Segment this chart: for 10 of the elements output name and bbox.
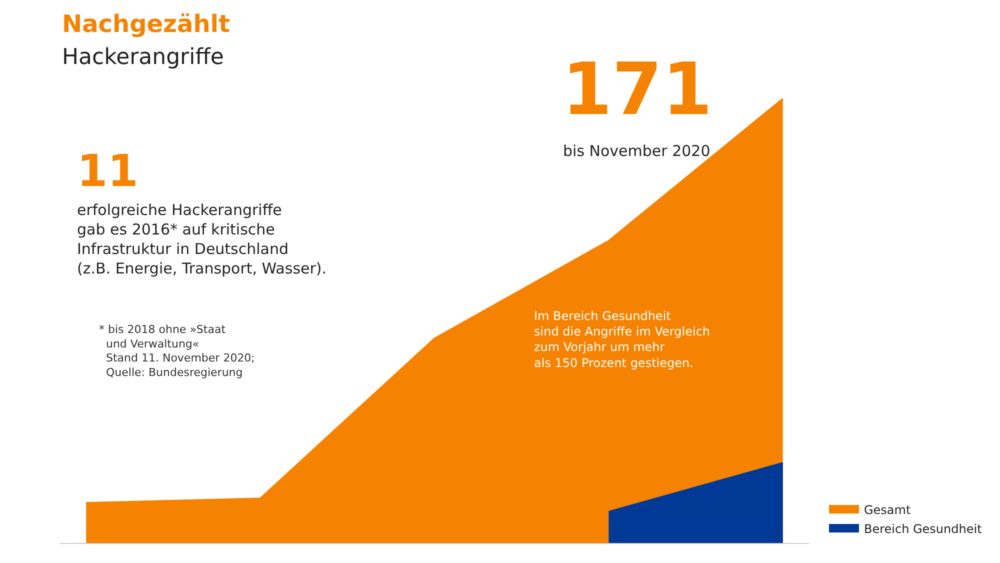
chart-title: Nachgezählt bbox=[62, 10, 230, 38]
annotation: Im Bereich Gesundheit sind die Angriffe im Vergleich zum Vorjahr um mehr als 150 Prozent gestiegen. bbox=[534, 309, 710, 370]
annotation: * bis 2018 ohne »Staat und Verwaltung« Stand 11. November 2020; Quelle: Bundesregierung bbox=[99, 323, 255, 379]
legend-label: Bereich Gesundheit bbox=[864, 522, 982, 536]
annotation: 171 bbox=[562, 47, 712, 131]
legend-label: Gesamt bbox=[864, 503, 911, 518]
annotation: 11 bbox=[77, 146, 138, 197]
annotation: bis November 2020 bbox=[563, 142, 710, 160]
annotation: erfolgreiche Hackerangriffe gab es 2016* auf kritische Infrastruktur in Deutschland (z.B. Energie, Transport, Wasser). bbox=[77, 201, 327, 278]
chart-subtitle: Hackerangriffe bbox=[62, 45, 224, 70]
